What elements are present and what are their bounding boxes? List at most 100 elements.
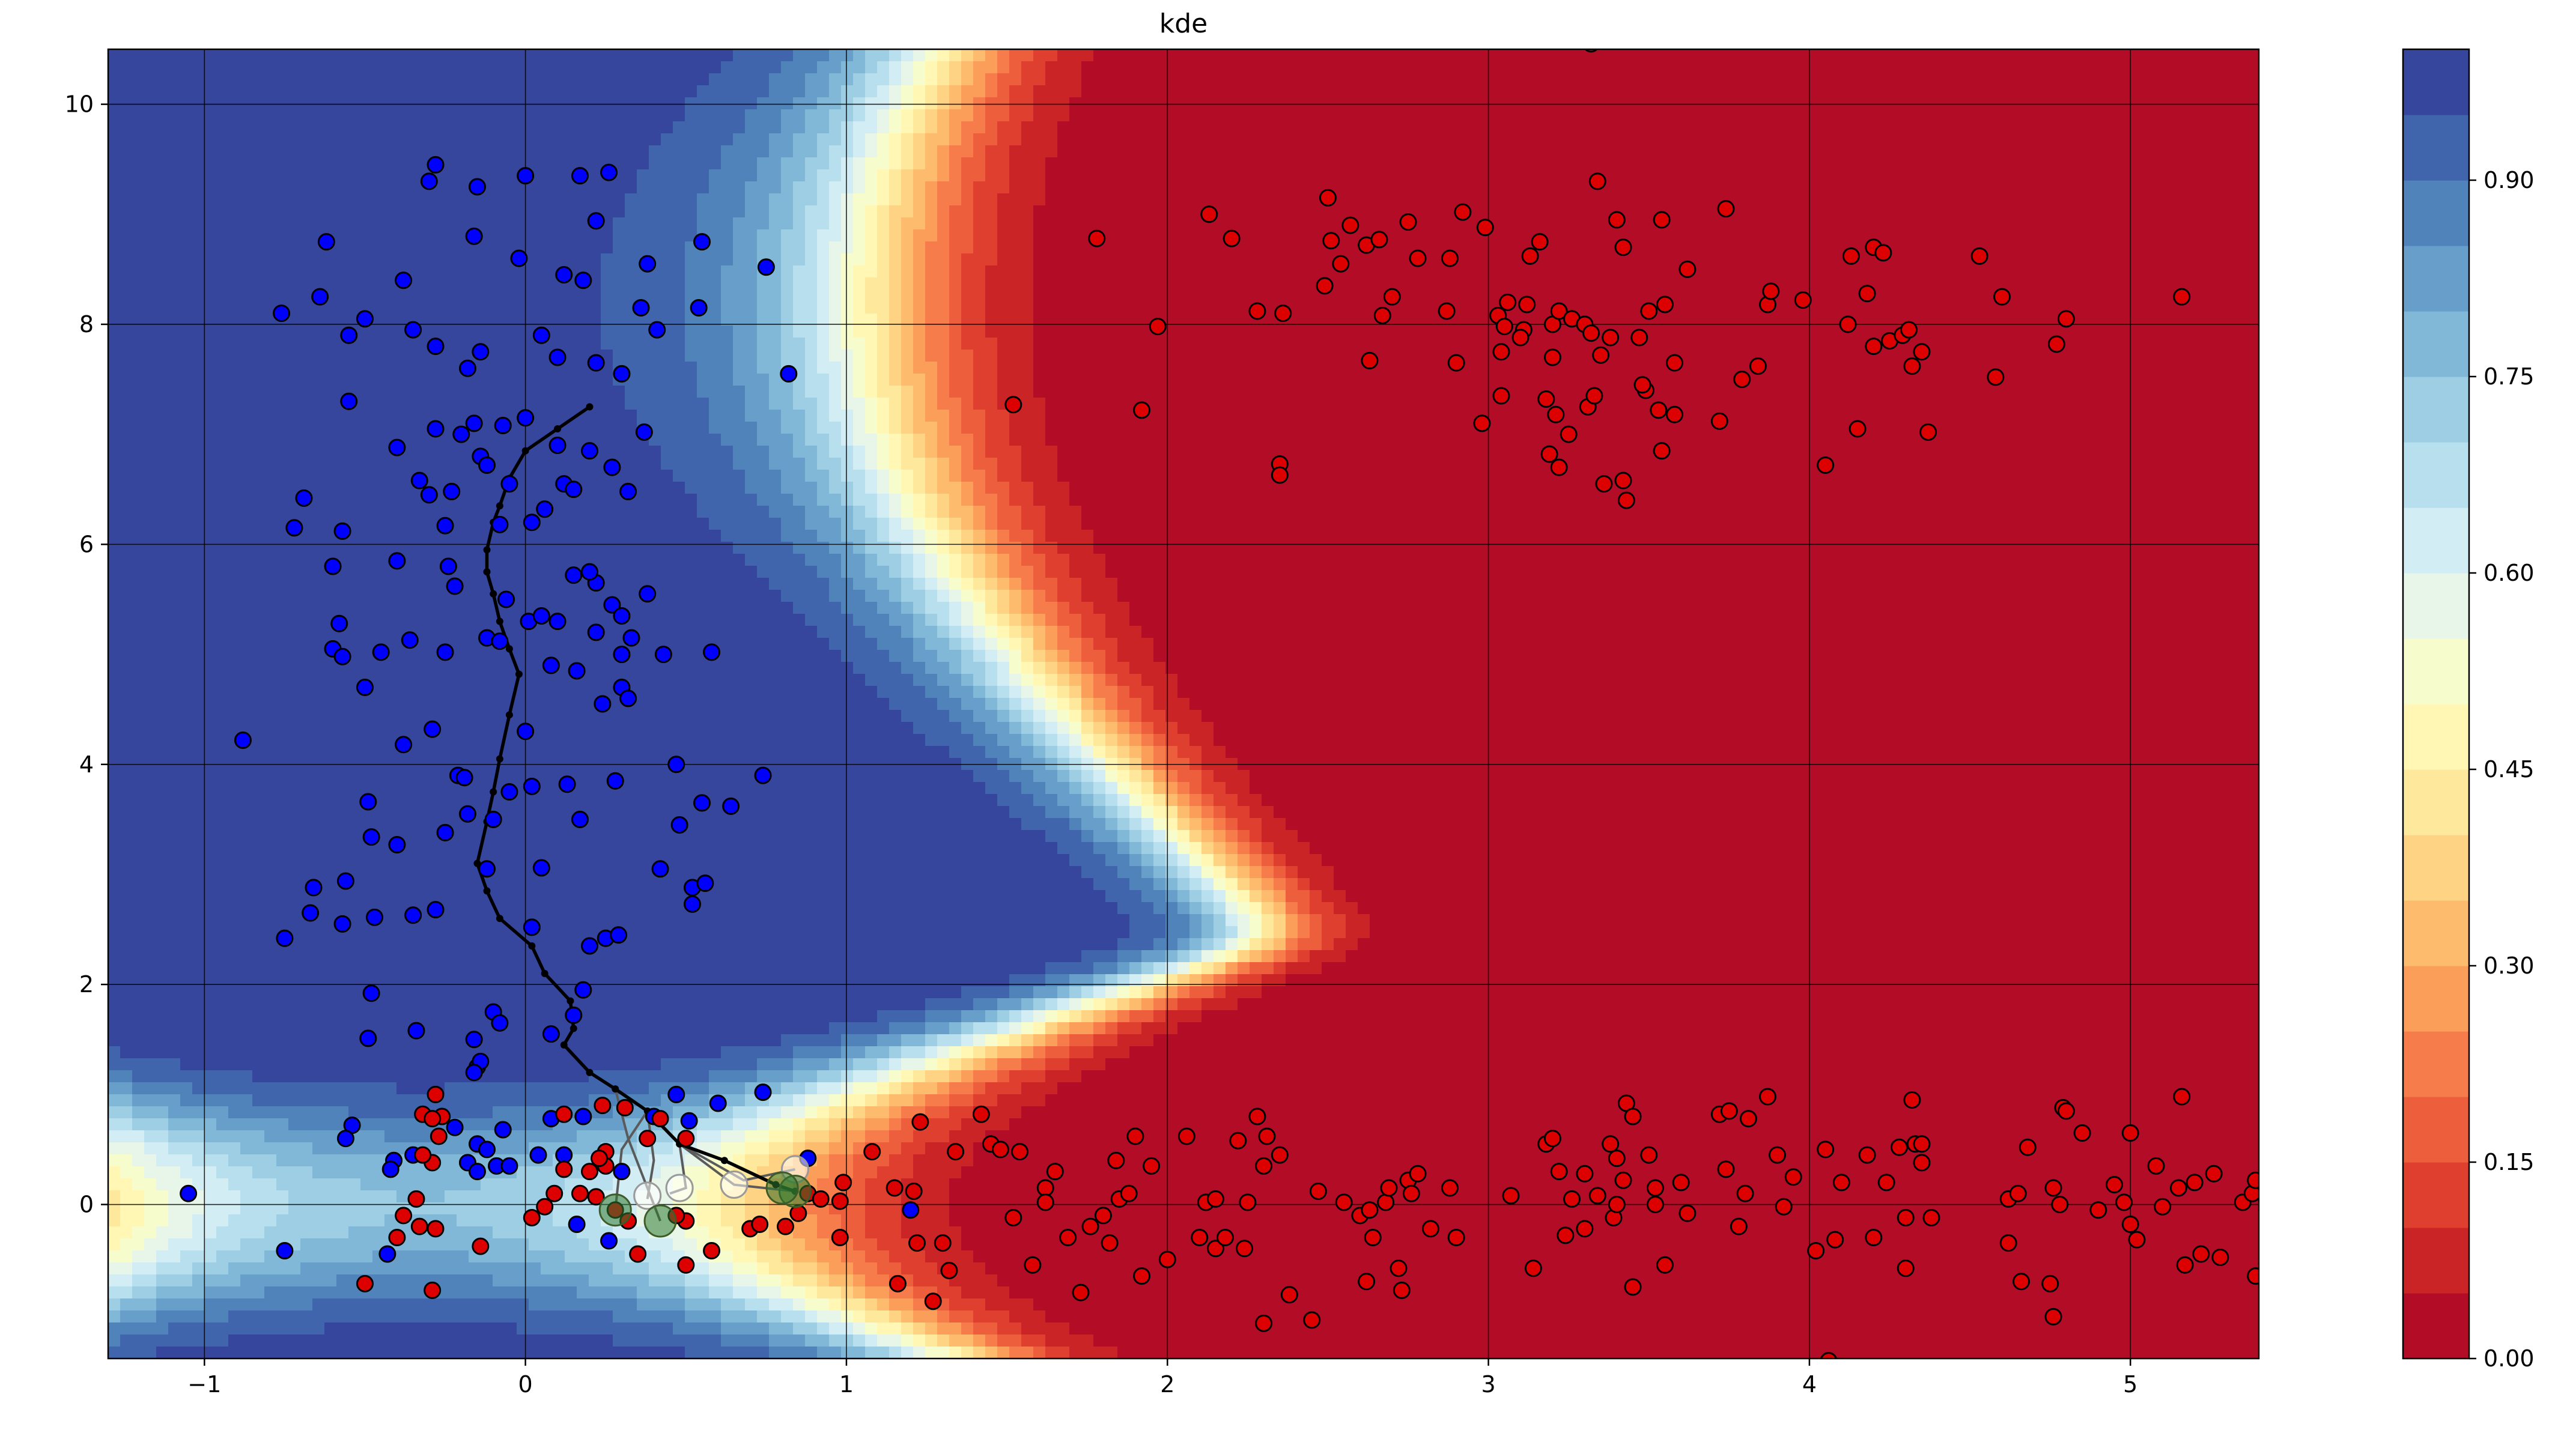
contour-cell [1069, 818, 1082, 831]
contour-cell [985, 590, 998, 602]
contour-cell [781, 590, 830, 602]
contour-cell [1021, 650, 1034, 662]
contour-cell [901, 1226, 962, 1239]
contour-cell [913, 542, 926, 554]
scatter-point [1438, 302, 1456, 320]
contour-cell [817, 253, 830, 266]
contour-cell [108, 1298, 121, 1311]
contour-cell [228, 1154, 277, 1167]
contour-cell [997, 85, 1010, 98]
contour-cell [1117, 746, 1130, 759]
contour-cell [973, 446, 986, 458]
contour-cell [1274, 938, 1286, 951]
contour-cell [781, 61, 818, 74]
contour-cell [985, 314, 1034, 326]
scatter-point [1236, 1240, 1254, 1258]
contour-cell [1009, 662, 1022, 674]
contour-cell [817, 1106, 830, 1119]
contour-cell [1165, 866, 1178, 879]
contour-cell [1189, 782, 1202, 795]
scatter-point [517, 723, 535, 741]
contour-cell [925, 301, 950, 314]
scatter-point [613, 1163, 631, 1181]
contour-cell [156, 1310, 229, 1323]
contour-cell [1238, 878, 1250, 891]
contour-cell [108, 277, 601, 290]
contour-cell [1189, 698, 2259, 710]
contour-cell [901, 49, 914, 62]
contour-cell [1262, 794, 2259, 807]
scatter-point [468, 178, 486, 196]
contour-cell [745, 1130, 770, 1143]
contour-cell [865, 1202, 902, 1215]
contour-cell [757, 494, 794, 506]
contour-cell [108, 1022, 830, 1035]
contour-cell [925, 73, 938, 86]
contour-cell [913, 109, 926, 122]
contour-cell [913, 350, 926, 362]
scatter-point [639, 255, 657, 273]
contour-cell [1009, 1347, 1034, 1359]
contour-cell [324, 1322, 517, 1335]
scatter-point [1072, 1283, 1090, 1301]
contour-cell [973, 1310, 1010, 1323]
contour-cell [1141, 734, 1154, 747]
contour-cell [613, 241, 685, 254]
contour-cell [1105, 554, 2259, 566]
contour-cell [1226, 914, 1238, 927]
contour-cell [1081, 1010, 1094, 1023]
contour-cell [1165, 950, 1178, 963]
contour-cell [877, 470, 890, 482]
contour-cell [1346, 950, 2259, 963]
contour-cell [1033, 229, 2259, 242]
contour-cell [745, 470, 782, 482]
scatter-point [427, 420, 445, 438]
contour-cell [108, 314, 601, 326]
contour-cell [1214, 806, 1226, 819]
scatter-point [1758, 1088, 1776, 1106]
contour-cell [805, 217, 830, 230]
contour-cell [108, 890, 1106, 903]
contour-cell [853, 229, 866, 242]
contour-cell [204, 1286, 265, 1299]
contour-cell [1045, 626, 1058, 638]
contour-cell [889, 73, 902, 86]
contour-cell [973, 434, 986, 446]
contour-cell [925, 193, 938, 206]
contour-cell [1141, 890, 1166, 903]
scatter-point [1550, 1163, 1568, 1181]
contour-cell [865, 386, 878, 398]
contour-cell [1117, 638, 1154, 650]
contour-cell [925, 1094, 950, 1107]
contour-cell [925, 638, 950, 650]
contour-cell [1129, 818, 1142, 831]
contour-cell [841, 289, 854, 302]
contour-cell [733, 458, 770, 470]
contour-cell [1021, 518, 1046, 530]
contour-cell [985, 169, 1010, 182]
contour-cell [613, 217, 697, 230]
contour-cell [108, 1274, 133, 1287]
contour-cell [1238, 842, 1250, 855]
contour-cell [168, 1118, 217, 1131]
contour-cell [889, 1082, 902, 1095]
contour-cell [877, 229, 890, 242]
contour-cell [1153, 806, 1166, 819]
contour-cell [1141, 830, 1154, 843]
scatter-point [924, 1292, 942, 1310]
contour-cell [1009, 61, 1022, 74]
scatter-point [1775, 1198, 1793, 1216]
contour-cell [949, 241, 974, 254]
scatter-point [2192, 1245, 2210, 1263]
contour-cell [649, 1262, 685, 1275]
contour-cell [841, 97, 854, 110]
contour-cell [901, 518, 914, 530]
contour-cell [108, 566, 758, 578]
contour-cell [1238, 938, 1250, 951]
contour-cell [973, 626, 986, 638]
scatter-point [670, 816, 688, 834]
contour-cell [985, 722, 1010, 735]
contour-cell [829, 217, 842, 230]
contour-cell [721, 145, 770, 158]
contour-cell [997, 1347, 1010, 1359]
